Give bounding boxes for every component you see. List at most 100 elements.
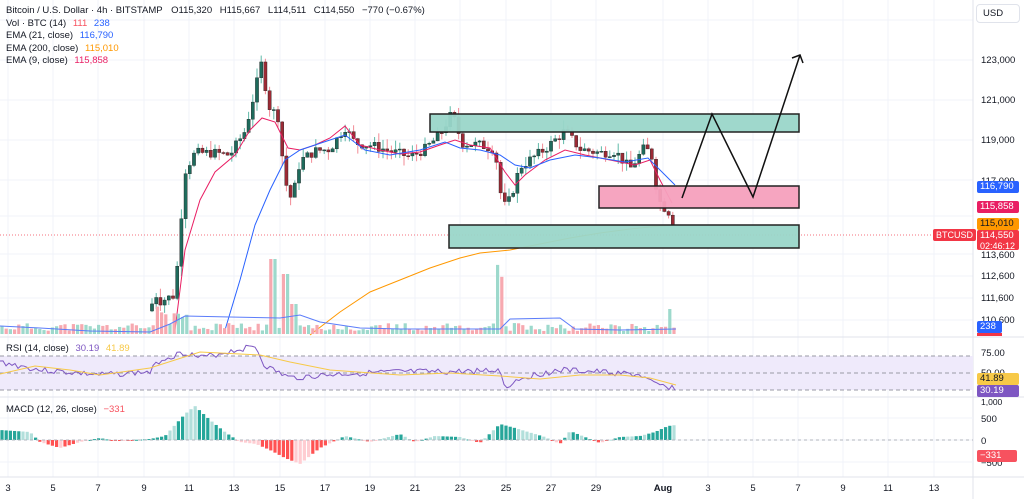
ema21-line <box>224 134 676 331</box>
legend-ema200[interactable]: EMA (200, close) 115,010 <box>6 42 119 54</box>
candle-body <box>582 148 587 151</box>
volume-bar <box>130 323 134 334</box>
volume-bar <box>668 309 672 334</box>
legend-ema21[interactable]: EMA (21, close) 116,790 <box>6 30 114 41</box>
volume-bar <box>172 313 176 334</box>
time-tick: 29 <box>590 483 602 494</box>
macd-histogram-bar <box>580 435 584 440</box>
macd-histogram-bar <box>567 432 571 440</box>
candle-body <box>406 155 411 157</box>
last-price-tag: 114,550 02:46:12 <box>977 230 1019 251</box>
macd-histogram-bar <box>218 428 222 440</box>
macd-histogram-bar <box>202 414 206 440</box>
price-tick: 121,000 <box>981 95 1016 106</box>
volume-bar <box>281 274 285 334</box>
candle-body <box>238 138 243 142</box>
macd-histogram-bar <box>470 440 474 441</box>
macd-histogram-bar <box>193 406 197 440</box>
volume-bar <box>189 330 193 334</box>
macd-histogram-bar <box>487 434 491 440</box>
volume-bar <box>575 330 579 334</box>
volume-bar <box>80 324 84 334</box>
macd-value: −331 <box>103 404 125 415</box>
arrow-head-icon <box>791 54 804 64</box>
volume-bar <box>122 327 126 334</box>
candle-body <box>187 165 192 174</box>
volume-bar <box>176 313 180 334</box>
time-tick: 25 <box>500 483 512 494</box>
macd-histogram-bar <box>664 427 668 440</box>
volume-bar <box>563 328 567 334</box>
volume-bar <box>601 327 605 334</box>
macd-histogram-bar <box>109 440 113 441</box>
macd-histogram-bar <box>344 436 348 440</box>
rsi-ma-tag: 41.89 <box>977 373 1019 385</box>
volume-bar <box>416 329 420 334</box>
volume-bar <box>470 330 474 334</box>
legend-vol[interactable]: Vol · BTC (14) 111 238 <box>6 17 110 29</box>
volume-bar <box>512 323 516 334</box>
volume-bar <box>34 327 38 334</box>
candle-body <box>309 152 314 158</box>
macd-histogram-bar <box>315 440 319 451</box>
volume-bar <box>71 324 75 334</box>
volume-bar <box>462 329 466 334</box>
volume-bar <box>643 327 647 334</box>
volume-bar <box>638 328 642 334</box>
volume-bar <box>260 330 264 334</box>
volume-bar <box>407 328 411 334</box>
currency-selector[interactable]: USD <box>976 4 1020 23</box>
rsi-tick: 75.00 <box>981 348 1005 359</box>
volume-bar <box>521 325 525 334</box>
macd-histogram-bar <box>672 425 676 440</box>
price-tick: 113,600 <box>981 250 1015 261</box>
candle-body <box>650 148 654 160</box>
time-tick: 13 <box>928 483 940 494</box>
candle-body <box>578 146 583 151</box>
macd-histogram-bar <box>412 440 416 442</box>
volume-bar <box>529 325 533 334</box>
macd-histogram-bar <box>634 436 638 440</box>
candle-body <box>175 266 180 299</box>
macd-legend[interactable]: MACD (12, 26, close) −331 <box>6 404 125 415</box>
macd-histogram-bar <box>458 436 462 440</box>
macd-histogram-bar <box>445 436 449 440</box>
candle-body <box>666 211 671 216</box>
macd-histogram-bar <box>63 440 67 447</box>
macd-histogram-bar <box>399 434 403 440</box>
projection-path <box>681 54 801 199</box>
macd-histogram-bar <box>609 439 613 441</box>
macd-histogram-bar <box>449 436 453 440</box>
volume-bar <box>218 324 222 334</box>
macd-tick: 0 <box>981 436 987 447</box>
legend-ema9[interactable]: EMA (9, close) 115,858 <box>6 55 109 66</box>
candle-body <box>427 143 432 145</box>
macd-histogram-bar <box>206 417 210 440</box>
candle-body <box>398 148 402 151</box>
macd-histogram-bar <box>185 412 189 440</box>
candle-body <box>549 140 553 152</box>
candle-body <box>196 147 201 154</box>
price-tick: 110,600 <box>981 315 1015 326</box>
macd-histogram-bar <box>433 436 437 440</box>
macd-histogram-bar <box>319 440 323 448</box>
candle-body <box>255 77 259 103</box>
rsi-legend[interactable]: RSI (14, close) 30.19 41.89 <box>6 343 130 354</box>
volume-bar <box>466 327 470 334</box>
time-tick: 15 <box>274 483 286 494</box>
volume-bar <box>542 330 546 334</box>
macd-histogram-bar <box>613 438 617 440</box>
candle-body <box>229 152 234 156</box>
time-tick: 21 <box>409 483 421 494</box>
macd-histogram-bar <box>34 437 38 440</box>
symbol-title[interactable]: Bitcoin / U.S. Dollar · 4h · BITSTAMP <box>6 5 163 16</box>
symbol-price-tag: BTCUSD <box>933 229 977 241</box>
volume-bar <box>370 326 374 334</box>
vol-tag-edge <box>977 333 1002 336</box>
candle-body <box>511 193 516 197</box>
macd-histogram-bar <box>307 440 311 458</box>
candle-body <box>318 147 322 151</box>
candle-body <box>608 156 612 158</box>
